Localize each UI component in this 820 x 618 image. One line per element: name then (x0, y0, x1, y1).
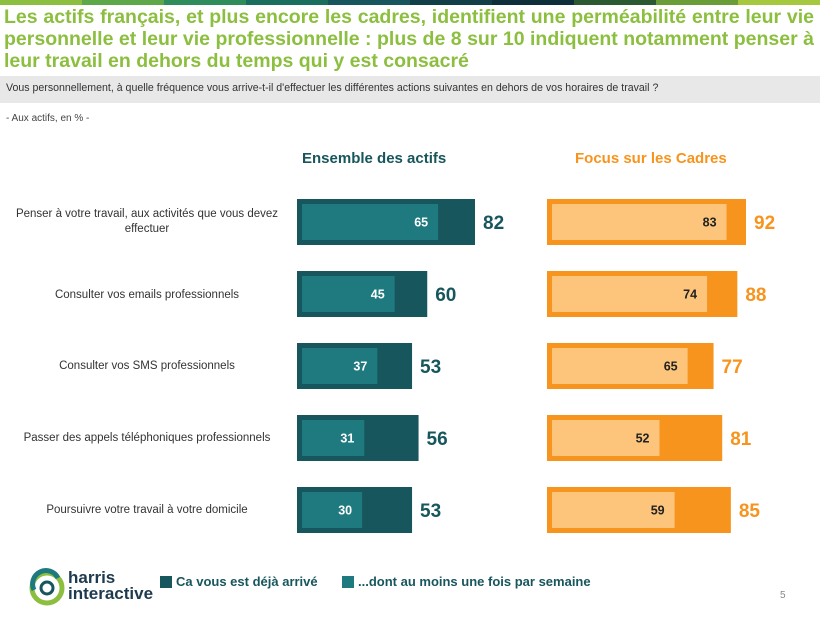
base-note: - Aux actifs, en % - (6, 113, 90, 124)
top-color-strip (0, 0, 820, 5)
row-label: Penser à votre travail, aux activités qu… (15, 208, 279, 235)
data-label-weekly-all: 65 (414, 216, 428, 230)
row-label: Passer des appels téléphoniques professi… (23, 432, 271, 444)
logo-line1: harris (68, 568, 116, 587)
question-banner: Vous personnellement, à quelle fréquence… (0, 76, 820, 103)
legend-item-already: Ca vous est déjà arrivé (160, 574, 318, 589)
data-label-weekly-all: 37 (353, 360, 367, 374)
question-text: Vous personnellement, à quelle fréquence… (6, 82, 659, 94)
panel-title-managers: Focus sur les Cadres (575, 150, 727, 167)
page-number: 5 (780, 590, 786, 601)
data-label-total-cadres: 77 (722, 357, 743, 378)
bar-weekly-cadres (552, 420, 660, 456)
bar-weekly-all (302, 492, 363, 528)
bar-weekly-cadres (552, 492, 675, 528)
row-label: Consulter vos SMS professionnels (59, 360, 235, 372)
legend-swatch-light (342, 575, 354, 588)
data-label-total-all: 53 (420, 357, 441, 378)
logo-text: harris interactive (68, 568, 154, 603)
logo-line2: interactive (68, 584, 154, 603)
data-label-total-all: 53 (420, 501, 441, 522)
bar-weekly-cadres (552, 276, 708, 312)
data-label-total-all: 82 (483, 213, 504, 234)
bar-weekly-all (302, 204, 439, 240)
data-label-weekly-cadres: 59 (651, 504, 665, 518)
legend-item-weekly: ...dont au moins une fois par semaine (342, 574, 591, 589)
data-label-total-cadres: 81 (730, 429, 752, 450)
data-label-total-all: 60 (435, 285, 456, 306)
data-label-weekly-all: 31 (340, 432, 354, 446)
data-label-total-cadres: 92 (754, 213, 775, 234)
data-label-total-cadres: 88 (745, 285, 766, 306)
data-label-total-cadres: 85 (739, 501, 761, 522)
harris-logo (28, 568, 168, 608)
bar-weekly-all (302, 420, 365, 456)
data-label-weekly-cadres: 65 (664, 360, 678, 374)
data-label-total-all: 56 (427, 429, 448, 450)
bar-weekly-all (302, 276, 395, 312)
row-label: Consulter vos emails professionnels (54, 289, 240, 301)
bar-weekly-cadres (552, 204, 727, 240)
data-label-weekly-all: 45 (371, 288, 385, 302)
legend-swatch-dark (160, 575, 172, 588)
logo-icon (29, 568, 65, 606)
bar-weekly-cadres (552, 348, 688, 384)
legend-label-weekly: ...dont au moins une fois par semaine (358, 574, 591, 589)
data-label-weekly-all: 30 (338, 504, 352, 518)
panel-title-all-workers: Ensemble des actifs (302, 150, 447, 167)
slide-title: Les actifs français, et plus encore les … (4, 6, 814, 72)
data-label-weekly-cadres: 83 (703, 216, 717, 230)
data-label-weekly-cadres: 52 (636, 432, 650, 446)
data-label-weekly-cadres: 74 (683, 288, 697, 302)
legend-label-already: Ca vous est déjà arrivé (176, 574, 318, 589)
bar-weekly-all (302, 348, 378, 384)
row-label: Poursuivre votre travail à votre domicil… (46, 504, 248, 516)
